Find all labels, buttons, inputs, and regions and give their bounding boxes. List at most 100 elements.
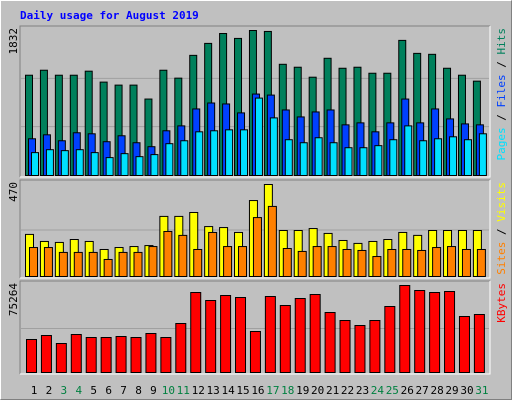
x-tick-label: 29 <box>445 384 458 397</box>
bar <box>461 248 471 277</box>
bar <box>240 129 249 176</box>
bar <box>344 147 353 176</box>
bar <box>279 305 291 373</box>
x-tick-label: 15 <box>236 384 249 397</box>
bar <box>70 334 82 373</box>
bar <box>354 325 366 374</box>
x-tick-label: 30 <box>460 384 473 397</box>
bar <box>324 312 336 374</box>
bar <box>175 323 187 373</box>
bar <box>284 139 293 176</box>
panel-frame-dark <box>19 179 490 278</box>
y-tick-label: 75264 <box>7 283 20 316</box>
x-tick-label: 19 <box>296 384 309 397</box>
bar <box>299 142 308 176</box>
bar <box>359 147 368 176</box>
bar <box>309 294 321 373</box>
bar <box>404 125 413 176</box>
bar <box>73 251 83 277</box>
x-tick-label: 4 <box>75 384 82 397</box>
bar <box>449 136 458 177</box>
x-tick-label: 22 <box>341 384 354 397</box>
x-tick-label: 11 <box>177 384 190 397</box>
bar <box>429 292 441 373</box>
bar <box>45 149 54 177</box>
bar <box>444 291 456 373</box>
x-tick-label: 10 <box>162 384 175 397</box>
legend-separator: / <box>495 222 508 242</box>
bar <box>223 246 233 278</box>
x-tick-label: 16 <box>251 384 264 397</box>
panel-frame-dark <box>19 25 490 177</box>
bar <box>31 152 39 177</box>
bar <box>208 231 218 277</box>
y-tick-label: 470 <box>7 182 20 202</box>
x-tick-label: 17 <box>266 384 279 397</box>
legend-entry: Hits <box>495 28 508 55</box>
bar <box>26 339 37 374</box>
bar <box>267 205 277 277</box>
bar <box>90 152 99 177</box>
x-tick-label: 12 <box>192 384 205 397</box>
bar <box>417 249 427 277</box>
bar <box>434 138 443 177</box>
bar <box>294 298 306 374</box>
bar <box>314 137 323 177</box>
bar <box>103 258 113 278</box>
bar <box>414 290 426 373</box>
bar <box>75 149 84 177</box>
bar <box>447 246 457 278</box>
bar <box>384 306 396 373</box>
x-tick-label: 26 <box>401 384 414 397</box>
bar <box>118 251 128 277</box>
bar <box>254 97 263 176</box>
x-tick-label: 8 <box>135 384 142 397</box>
bar <box>235 297 247 374</box>
x-tick-label: 5 <box>90 384 97 397</box>
x-tick-label: 27 <box>416 384 429 397</box>
bar <box>205 300 217 373</box>
bar <box>329 142 338 176</box>
bar <box>463 139 472 176</box>
bar <box>327 246 337 278</box>
x-tick-label: 21 <box>326 384 339 397</box>
legend: Pages / Files / Hits <box>495 28 508 161</box>
bar <box>402 248 412 277</box>
bar <box>339 320 351 373</box>
bar <box>58 251 68 277</box>
bar <box>372 256 382 278</box>
bar <box>238 246 248 278</box>
bar <box>120 153 129 177</box>
bar <box>312 246 322 278</box>
bar <box>133 251 143 277</box>
bar <box>476 248 486 277</box>
chart-title: Daily usage for August 2019 <box>20 9 199 22</box>
x-tick-label: 6 <box>105 384 112 397</box>
bar <box>210 130 219 176</box>
bar <box>282 248 292 278</box>
legend-entry: Sites <box>495 242 508 275</box>
bar <box>374 145 383 176</box>
bar <box>150 154 159 176</box>
bar <box>249 331 261 373</box>
x-tick-label: 20 <box>311 384 324 397</box>
legend-entry: Visits <box>495 182 508 222</box>
bar <box>88 251 98 277</box>
bar <box>195 131 204 176</box>
bar <box>160 337 172 374</box>
bar <box>163 230 173 278</box>
panel-frame-light <box>20 26 491 178</box>
bar <box>387 248 397 277</box>
bar <box>115 336 127 373</box>
bar <box>180 140 189 176</box>
bar <box>100 337 112 374</box>
x-tick-label: 7 <box>120 384 127 397</box>
x-tick-label: 14 <box>221 384 235 397</box>
bar <box>60 150 69 177</box>
panel-frame-dark <box>19 280 490 374</box>
bar <box>40 335 52 373</box>
legend: Sites / Visits <box>495 182 508 275</box>
bar <box>264 296 276 374</box>
